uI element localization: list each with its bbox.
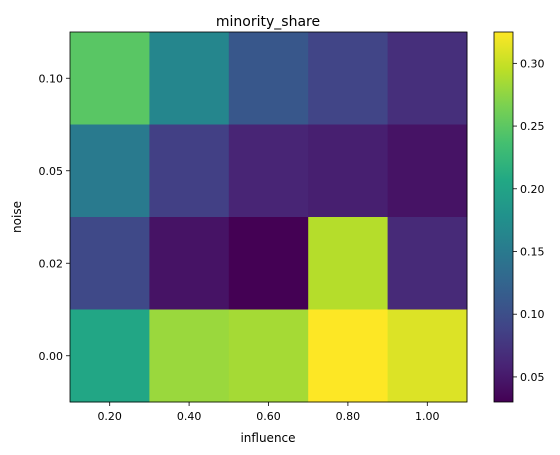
heatmap-cell-0.10-0.40 xyxy=(149,32,230,125)
colorbar-tick-label: 0.25 xyxy=(520,120,545,133)
heatmap-cell-0.05-0.40 xyxy=(149,124,230,218)
colorbar-tick-label: 0.05 xyxy=(520,371,545,384)
x-tick-label: 0.20 xyxy=(97,410,122,423)
x-tick-label: 0.60 xyxy=(256,410,281,423)
heatmap-cell-0.00-0.40 xyxy=(149,309,230,403)
x-axis-label: influence xyxy=(240,431,295,445)
heatmap-cell-0.05-0.20 xyxy=(70,124,150,218)
heatmap-cell-0.00-1.00 xyxy=(387,309,468,403)
colorbar-tick-label: 0.10 xyxy=(520,308,545,321)
colorbar-ticks: 0.05 0.10 0.15 0.20 0.25 0.30 xyxy=(513,57,545,384)
x-tick-label: 1.00 xyxy=(415,410,440,423)
y-axis-label: noise xyxy=(10,201,24,233)
heatmap-cell-0.02-0.20 xyxy=(70,217,150,310)
heatmap-cell-0.05-1.00 xyxy=(387,124,468,218)
heatmap-cell-0.02-0.60 xyxy=(228,217,309,310)
colorbar-frame xyxy=(493,31,514,403)
heatmap-cell-0.10-1.00 xyxy=(387,32,468,125)
heatmap-cell-0.05-0.80 xyxy=(308,124,389,218)
x-axis-ticks: 0.20 0.40 0.60 0.80 1.00 xyxy=(97,402,440,423)
x-tick-label: 0.40 xyxy=(177,410,202,423)
heatmap-cells xyxy=(70,32,468,403)
heatmap-cell-0.02-0.40 xyxy=(149,217,230,310)
heatmap-cell-0.00-0.60 xyxy=(228,309,309,403)
heatmap-cell-0.02-1.00 xyxy=(387,217,468,310)
x-tick-label: 0.80 xyxy=(336,410,361,423)
heatmap-cell-0.00-0.80 xyxy=(308,309,389,403)
colorbar xyxy=(494,32,513,402)
colorbar-tick-label: 0.20 xyxy=(520,183,545,196)
y-tick-label: 0.00 xyxy=(39,350,64,363)
heatmap-cell-0.00-0.20 xyxy=(70,309,150,403)
colorbar-tick-label: 0.30 xyxy=(520,57,545,70)
y-tick-label: 0.02 xyxy=(39,257,64,270)
heatmap-cell-0.10-0.20 xyxy=(70,32,150,125)
heatmap-cell-0.10-0.80 xyxy=(308,32,389,125)
heatmap-cell-0.05-0.60 xyxy=(228,124,309,218)
heatmap-cell-0.10-0.60 xyxy=(228,32,309,125)
y-axis-ticks: 0.10 0.05 0.02 0.00 xyxy=(39,72,70,363)
colorbar-tick-label: 0.15 xyxy=(520,245,545,258)
y-tick-label: 0.10 xyxy=(39,72,64,85)
heatmap-cell-0.02-0.80 xyxy=(308,217,389,310)
y-tick-label: 0.05 xyxy=(39,165,64,178)
chart-title: minority_share xyxy=(216,14,320,30)
